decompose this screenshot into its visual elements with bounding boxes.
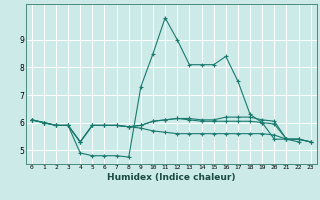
X-axis label: Humidex (Indice chaleur): Humidex (Indice chaleur) <box>107 173 236 182</box>
